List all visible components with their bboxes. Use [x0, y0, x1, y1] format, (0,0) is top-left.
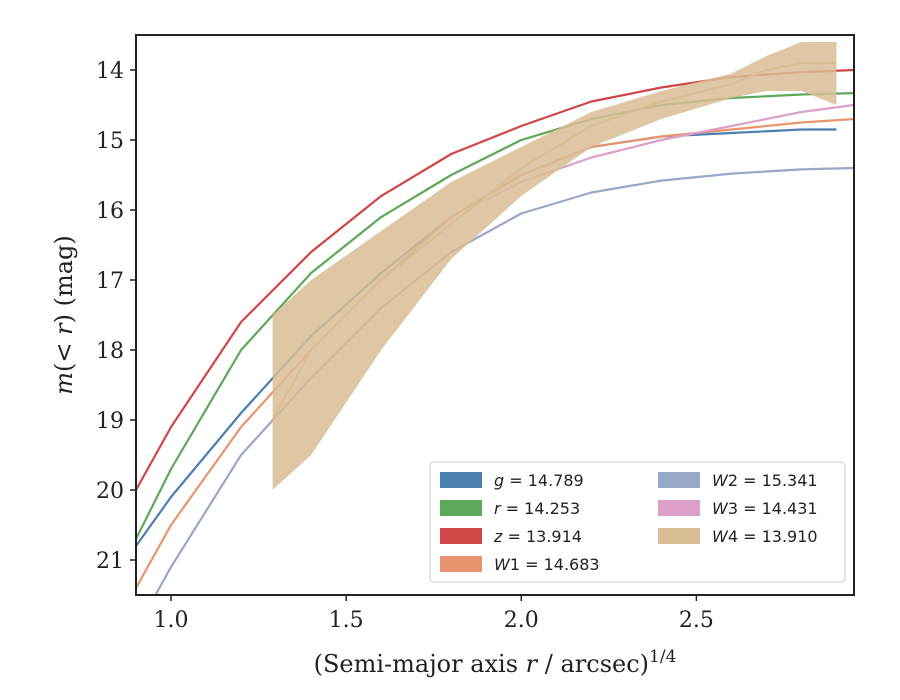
- y-tick-label: 18: [96, 339, 124, 364]
- legend-box: [429, 461, 846, 583]
- legend-label-g: g = 14.789: [494, 471, 584, 490]
- y-axis: 14 15 16 17 18 19 20 21: [96, 59, 136, 574]
- series-w2-line: [154, 166, 854, 595]
- x-axis: 1.0 1.5 2.0 2.5: [154, 595, 714, 633]
- legend-label-w4: W4 = 13.910: [712, 527, 818, 546]
- plot-frame: [135, 34, 855, 596]
- y-tick-label: 20: [96, 479, 124, 504]
- y-tick-label: 19: [96, 409, 124, 434]
- legend-swatch-w3: [658, 500, 700, 516]
- legend-label-w2: W2 = 15.341: [712, 471, 818, 490]
- series-r-line: [136, 92, 854, 540]
- x-tick-label: 2.0: [504, 608, 539, 633]
- y-axis-label: m(< r) (mag): [50, 235, 78, 395]
- x-tick-label: 1.5: [329, 608, 364, 633]
- legend-swatch-w2: [658, 472, 700, 488]
- x-tick-label: 2.5: [679, 608, 714, 633]
- legend: g = 14.789 r = 14.253 z = 13.914 W1 = 14.68…: [429, 461, 846, 583]
- legend-label-w1: W1 = 14.683: [494, 555, 600, 574]
- series-w4-line: [271, 61, 837, 421]
- y-tick-label: 17: [96, 269, 124, 294]
- chart-marks: [136, 42, 854, 595]
- legend-swatch-z: [440, 528, 482, 544]
- x-axis-label: (Semi-major axis r / arcsec)1/4: [314, 647, 677, 678]
- legend-swatch-w4: [658, 528, 700, 544]
- legend-swatch-g: [440, 472, 482, 488]
- legend-label-r: r = 14.253: [494, 499, 580, 518]
- legend-swatch-r: [440, 500, 482, 516]
- legend-label-w3: W3 = 14.431: [712, 499, 818, 518]
- x-tick-label: 1.0: [154, 608, 189, 633]
- legend-label-z: z = 13.914: [493, 527, 582, 546]
- series-w4-band: [272, 42, 837, 490]
- legend-swatch-w1: [440, 556, 482, 572]
- y-tick-label: 15: [96, 129, 124, 154]
- y-tick-label: 16: [96, 199, 124, 224]
- y-tick-label: 14: [96, 59, 124, 84]
- y-tick-label: 21: [96, 549, 124, 574]
